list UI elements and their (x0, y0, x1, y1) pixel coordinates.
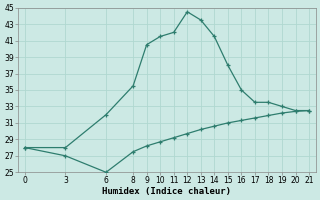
X-axis label: Humidex (Indice chaleur): Humidex (Indice chaleur) (102, 187, 231, 196)
